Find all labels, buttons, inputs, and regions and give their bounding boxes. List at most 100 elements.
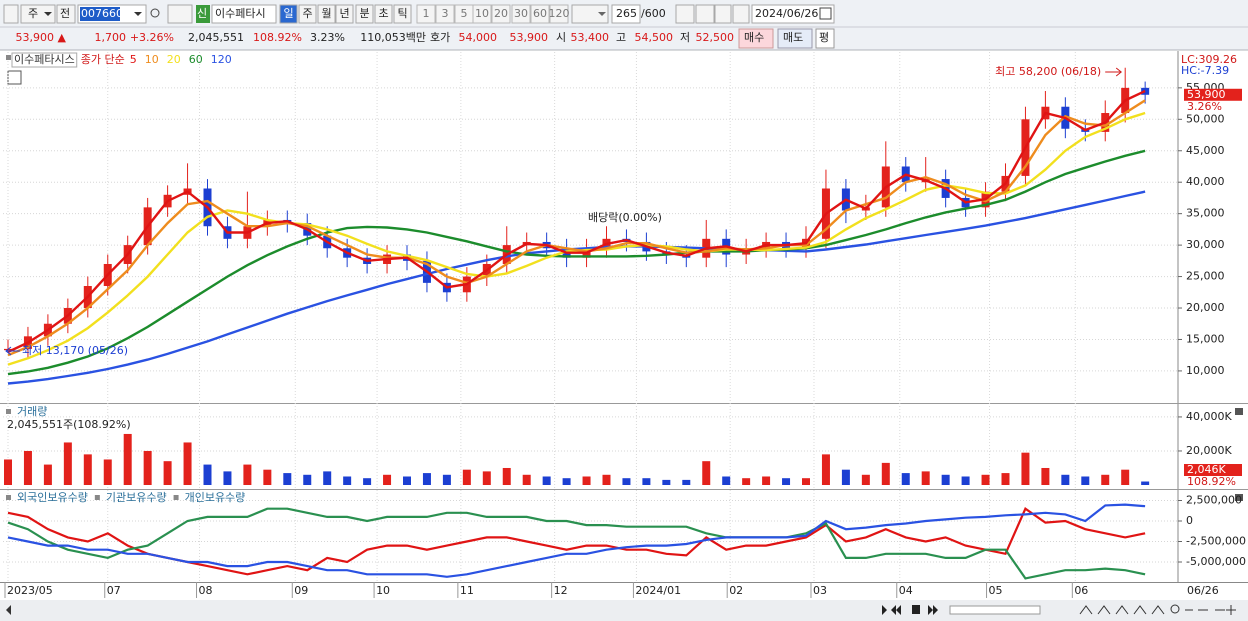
y-tick-label: 15,000 [1186,332,1225,345]
code-selection [80,7,120,21]
volume-bar [1041,467,1050,485]
zoom-slider[interactable] [949,605,1041,615]
interval-label: 60 [533,7,547,20]
timeframe-label: 월 [321,7,331,20]
timeframe-button[interactable] [279,4,298,24]
x-tick-label: 12 [554,584,568,597]
volume-bar [1001,473,1010,485]
volume-bar [422,473,431,485]
interval-button[interactable] [530,4,550,24]
period-combo[interactable] [20,4,56,24]
close-icon[interactable] [1235,408,1243,415]
volume-ratio: 108.92% [253,31,302,44]
prev-button[interactable] [56,4,76,24]
count-input[interactable] [611,4,641,24]
volume-bar [4,459,12,485]
volume-bar [841,469,850,485]
interval-button[interactable] [491,4,511,24]
timeframe-label: 분 [359,7,369,20]
volume-bar [622,478,631,485]
timeframe-button[interactable] [298,4,317,24]
calendar-icon[interactable] [819,7,832,20]
legend-subtitle: 종가 단순 [81,53,125,66]
volume-bar [1121,469,1130,485]
legend-box [94,495,100,500]
new-button[interactable] [196,5,210,23]
volume-bar [123,433,132,485]
ma-line [7,89,1146,354]
count-max: /600 [641,7,666,20]
interval-button[interactable] [511,4,531,24]
volume-bar [542,476,551,485]
last-price-box [1184,88,1242,101]
close-icon[interactable] [1235,494,1243,501]
timeframe-button[interactable] [335,4,354,24]
interval-button[interactable] [472,4,492,24]
ask-label: 호가 [430,31,450,44]
volume-bar [43,464,52,485]
timeframe-button[interactable] [393,4,412,24]
volume-bar [602,474,611,485]
x-tick-label: 07 [107,584,121,597]
legend-frame [11,52,78,68]
tool-icon[interactable] [695,4,715,24]
tool-icon[interactable] [675,4,695,24]
sound-icon[interactable] [167,4,193,24]
legend-item: 개인보유수량 [185,491,246,504]
ma-line [7,149,1146,376]
volume-bar [981,474,990,485]
interval-button[interactable] [416,4,436,24]
legend-item: 60 [189,53,203,66]
menu-icon[interactable] [3,4,19,24]
legend-box [173,495,179,500]
avg-button[interactable] [815,28,835,49]
timeframe-button[interactable] [355,4,374,24]
volume-bar [403,476,411,485]
change: 1,700 [95,31,127,44]
volume-bar [682,479,691,485]
x-end-label: 06/26 [1187,584,1219,597]
new: 신 [197,7,207,20]
date-input[interactable] [751,4,835,24]
dividend-annotation: 배당락(0.00%) [588,211,662,224]
low-arrow [5,346,20,356]
volume-bar [941,474,950,485]
toolbox-icons[interactable] [1079,605,1236,615]
save-icon[interactable] [714,4,732,24]
volume-bar [143,450,152,485]
high-arrow [1105,67,1123,77]
zoom-icon[interactable] [1170,604,1180,614]
interval-button[interactable] [549,4,569,24]
volume-bar [263,469,272,485]
panel-icon[interactable] [7,70,22,85]
volume-bar [881,462,890,485]
settings-icon[interactable] [732,4,750,24]
interval-label: 3 [442,7,449,20]
rate: +3.26% [130,31,174,44]
count: 265 [616,7,637,20]
quote-row: 53,900 ▲ 1,700 +3.26% 2,045,551 108.92% … [16,28,835,49]
volume-bar [383,474,392,485]
sell-button[interactable] [777,28,813,49]
timeframe-button[interactable] [374,4,393,24]
volume-bar [762,476,771,485]
open: 53,400 [571,31,610,44]
y-tick-label: 2,500,000 [1186,493,1242,506]
volume-bar [363,478,372,485]
legend-item: 5 [130,53,137,66]
buy-button[interactable] [738,28,774,49]
y-tick-label: 45,000 [1186,144,1225,157]
volume-ratio: 108.92% [1187,475,1236,488]
high-annotation: 최고 58,200 (06/18) [995,65,1101,78]
interval-button[interactable] [435,4,455,24]
scroll-controls[interactable] [882,605,938,615]
scroll-left[interactable] [6,605,11,615]
x-tick-label: 02 [729,584,743,597]
interval-combo[interactable] [571,4,609,24]
timeframe-button[interactable] [317,4,336,24]
price: 53,900 ▲ [16,31,67,44]
volume-bar [1081,476,1090,485]
search-icon[interactable] [150,8,160,18]
